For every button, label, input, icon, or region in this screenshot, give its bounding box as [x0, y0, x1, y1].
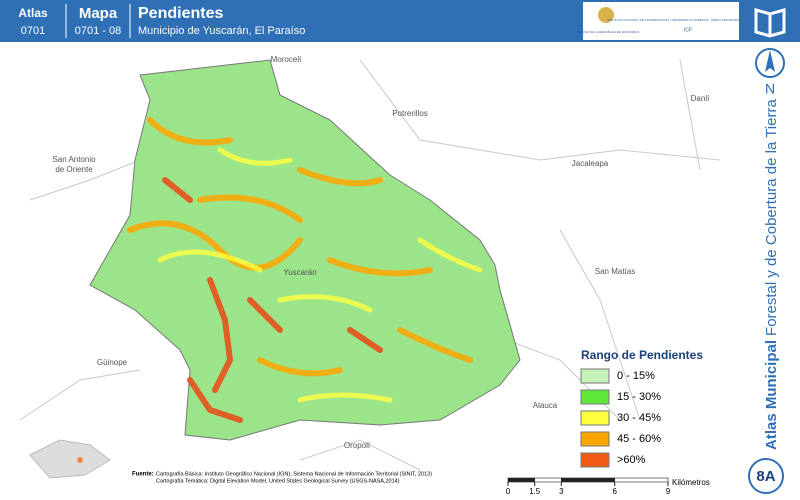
place-label-line: de Oriente [55, 165, 93, 174]
badge [748, 458, 784, 494]
book-icon [754, 8, 786, 38]
place-label-line: San Antonio [52, 155, 96, 164]
north-label: N [765, 81, 775, 97]
scale-tick-label: 3 [559, 487, 564, 496]
place-label: Güinope [97, 358, 128, 367]
place-label: Potrerillos [392, 109, 428, 118]
scale-segment [561, 477, 615, 483]
legend-title: Rango de Pendientes [581, 348, 703, 362]
place-label: San Antonio de Oriente [52, 155, 96, 174]
side-title-bold: Atlas Municipal [763, 340, 780, 450]
locator-marker [77, 457, 83, 463]
scale-unit: Kilómetros [672, 478, 710, 487]
side-title: Atlas Municipal Forestal y de Cobertura d… [763, 99, 780, 450]
scale-tick-label: 0 [506, 487, 511, 496]
atlas-code: 0701 [21, 25, 45, 37]
scale-tick-label: 6 [612, 487, 617, 496]
place-label: Jacaleapa [572, 159, 609, 168]
legend-label: 45 - 60% [617, 433, 661, 445]
legend-swatch [580, 389, 610, 405]
legend-swatch [580, 410, 610, 426]
municipality [89, 59, 521, 441]
legend-label: 30 - 45% [617, 412, 661, 424]
legend: 0 - 15% 15 - 30% 30 - 45% 45 - 60% >60% [580, 368, 661, 468]
legend-swatch [580, 431, 610, 447]
scale-tick-label: 1.5 [529, 487, 541, 496]
place-labels: Morocelí Potrerillos Danlí Jacaleapa San Ant… [52, 55, 710, 450]
subtitle: Municipio de Yuscarán, El Paraíso [138, 25, 305, 37]
mapa-code: 0701 - 08 [75, 25, 121, 37]
scale-tick-label: 9 [666, 487, 671, 496]
source-line: Cartografía Temática: Digital Elevation … [156, 478, 400, 484]
scale-segment [614, 477, 669, 483]
north-needle [765, 50, 775, 72]
place-label: Alauca [533, 401, 558, 410]
mapa-label: Mapa [79, 5, 118, 22]
place-label: Oropolí [344, 441, 371, 450]
legend-swatch [580, 368, 610, 384]
slope-texture [127, 117, 483, 423]
scale-segment [534, 477, 562, 483]
scale-segment [507, 477, 535, 483]
source-line: Cartografía Básica: Instituto Geográfico… [156, 471, 432, 477]
title: Pendientes [138, 5, 223, 22]
place-label: San Matías [595, 267, 635, 276]
legend-label: 15 - 30% [617, 391, 661, 403]
legend-label: >60% [617, 454, 646, 466]
boundaries [19, 59, 721, 471]
logo-code: ICF [684, 27, 692, 33]
side-title-rest: Forestal y de Cobertura de la Tierra [763, 99, 780, 336]
place-label: Yuscarán [283, 268, 316, 277]
logo-left: GOBIERNO DE LA REPÚBLICA DE HONDURAS [573, 29, 639, 34]
badge-label: 8A [756, 468, 775, 485]
logo-right: INSTITUTO NACIONAL DE CONSERVACIÓN Y DES… [607, 17, 769, 22]
logo-emblem [598, 7, 614, 23]
legend-swatch [580, 452, 610, 468]
source-label: Fuente: [132, 472, 154, 478]
place-label: Danlí [691, 94, 710, 103]
legend-label: 0 - 15% [617, 370, 655, 382]
locator-map [29, 439, 111, 479]
atlas-label: Atlas [18, 6, 48, 20]
place-label: Morocelí [271, 55, 302, 64]
